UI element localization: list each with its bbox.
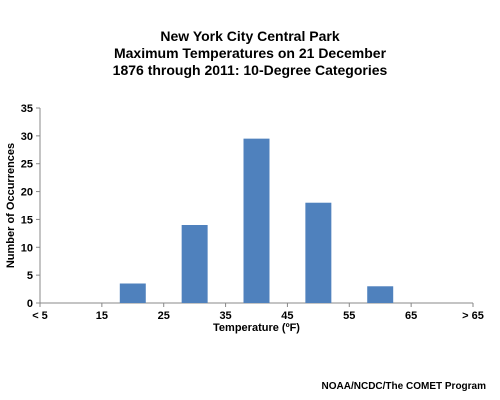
chart-title: New York City Central Park Maximum Tempe… [0,28,500,79]
x-tick-label: > 65 [462,310,484,322]
x-tick-label: < 5 [32,310,48,322]
x-tick-label: 55 [343,310,355,322]
bar [367,286,394,303]
x-tick-label: 15 [96,310,108,322]
x-tick-label: 25 [158,310,170,322]
bar [181,225,208,303]
chart-title-line-2: Maximum Temperatures on 21 December [113,45,387,61]
x-tick-label: 65 [405,310,417,322]
y-tick-label: 5 [27,270,33,282]
x-axis-title: Temperature (ºF) [213,322,300,334]
bar [119,283,146,303]
chart-title-line-3: 1876 through 2011: 10-Degree Categories [112,62,388,78]
y-tick-label: 10 [21,242,33,254]
y-axis-title: Number of Occurrences [5,143,17,268]
x-tick-label: 45 [281,310,293,322]
y-tick-label: 15 [21,214,33,226]
bar [243,138,270,303]
y-tick-label: 30 [21,131,33,143]
y-tick-label: 0 [27,298,33,310]
y-tick-label: 35 [21,103,33,115]
x-tick-label: 35 [219,310,231,322]
y-tick-label: 25 [21,159,33,171]
source-credit: NOAA/NCDC/The COMET Program [321,381,486,392]
chart-title-line-1: New York City Central Park [160,28,340,44]
bar [305,202,332,303]
y-tick-label: 20 [21,187,33,199]
